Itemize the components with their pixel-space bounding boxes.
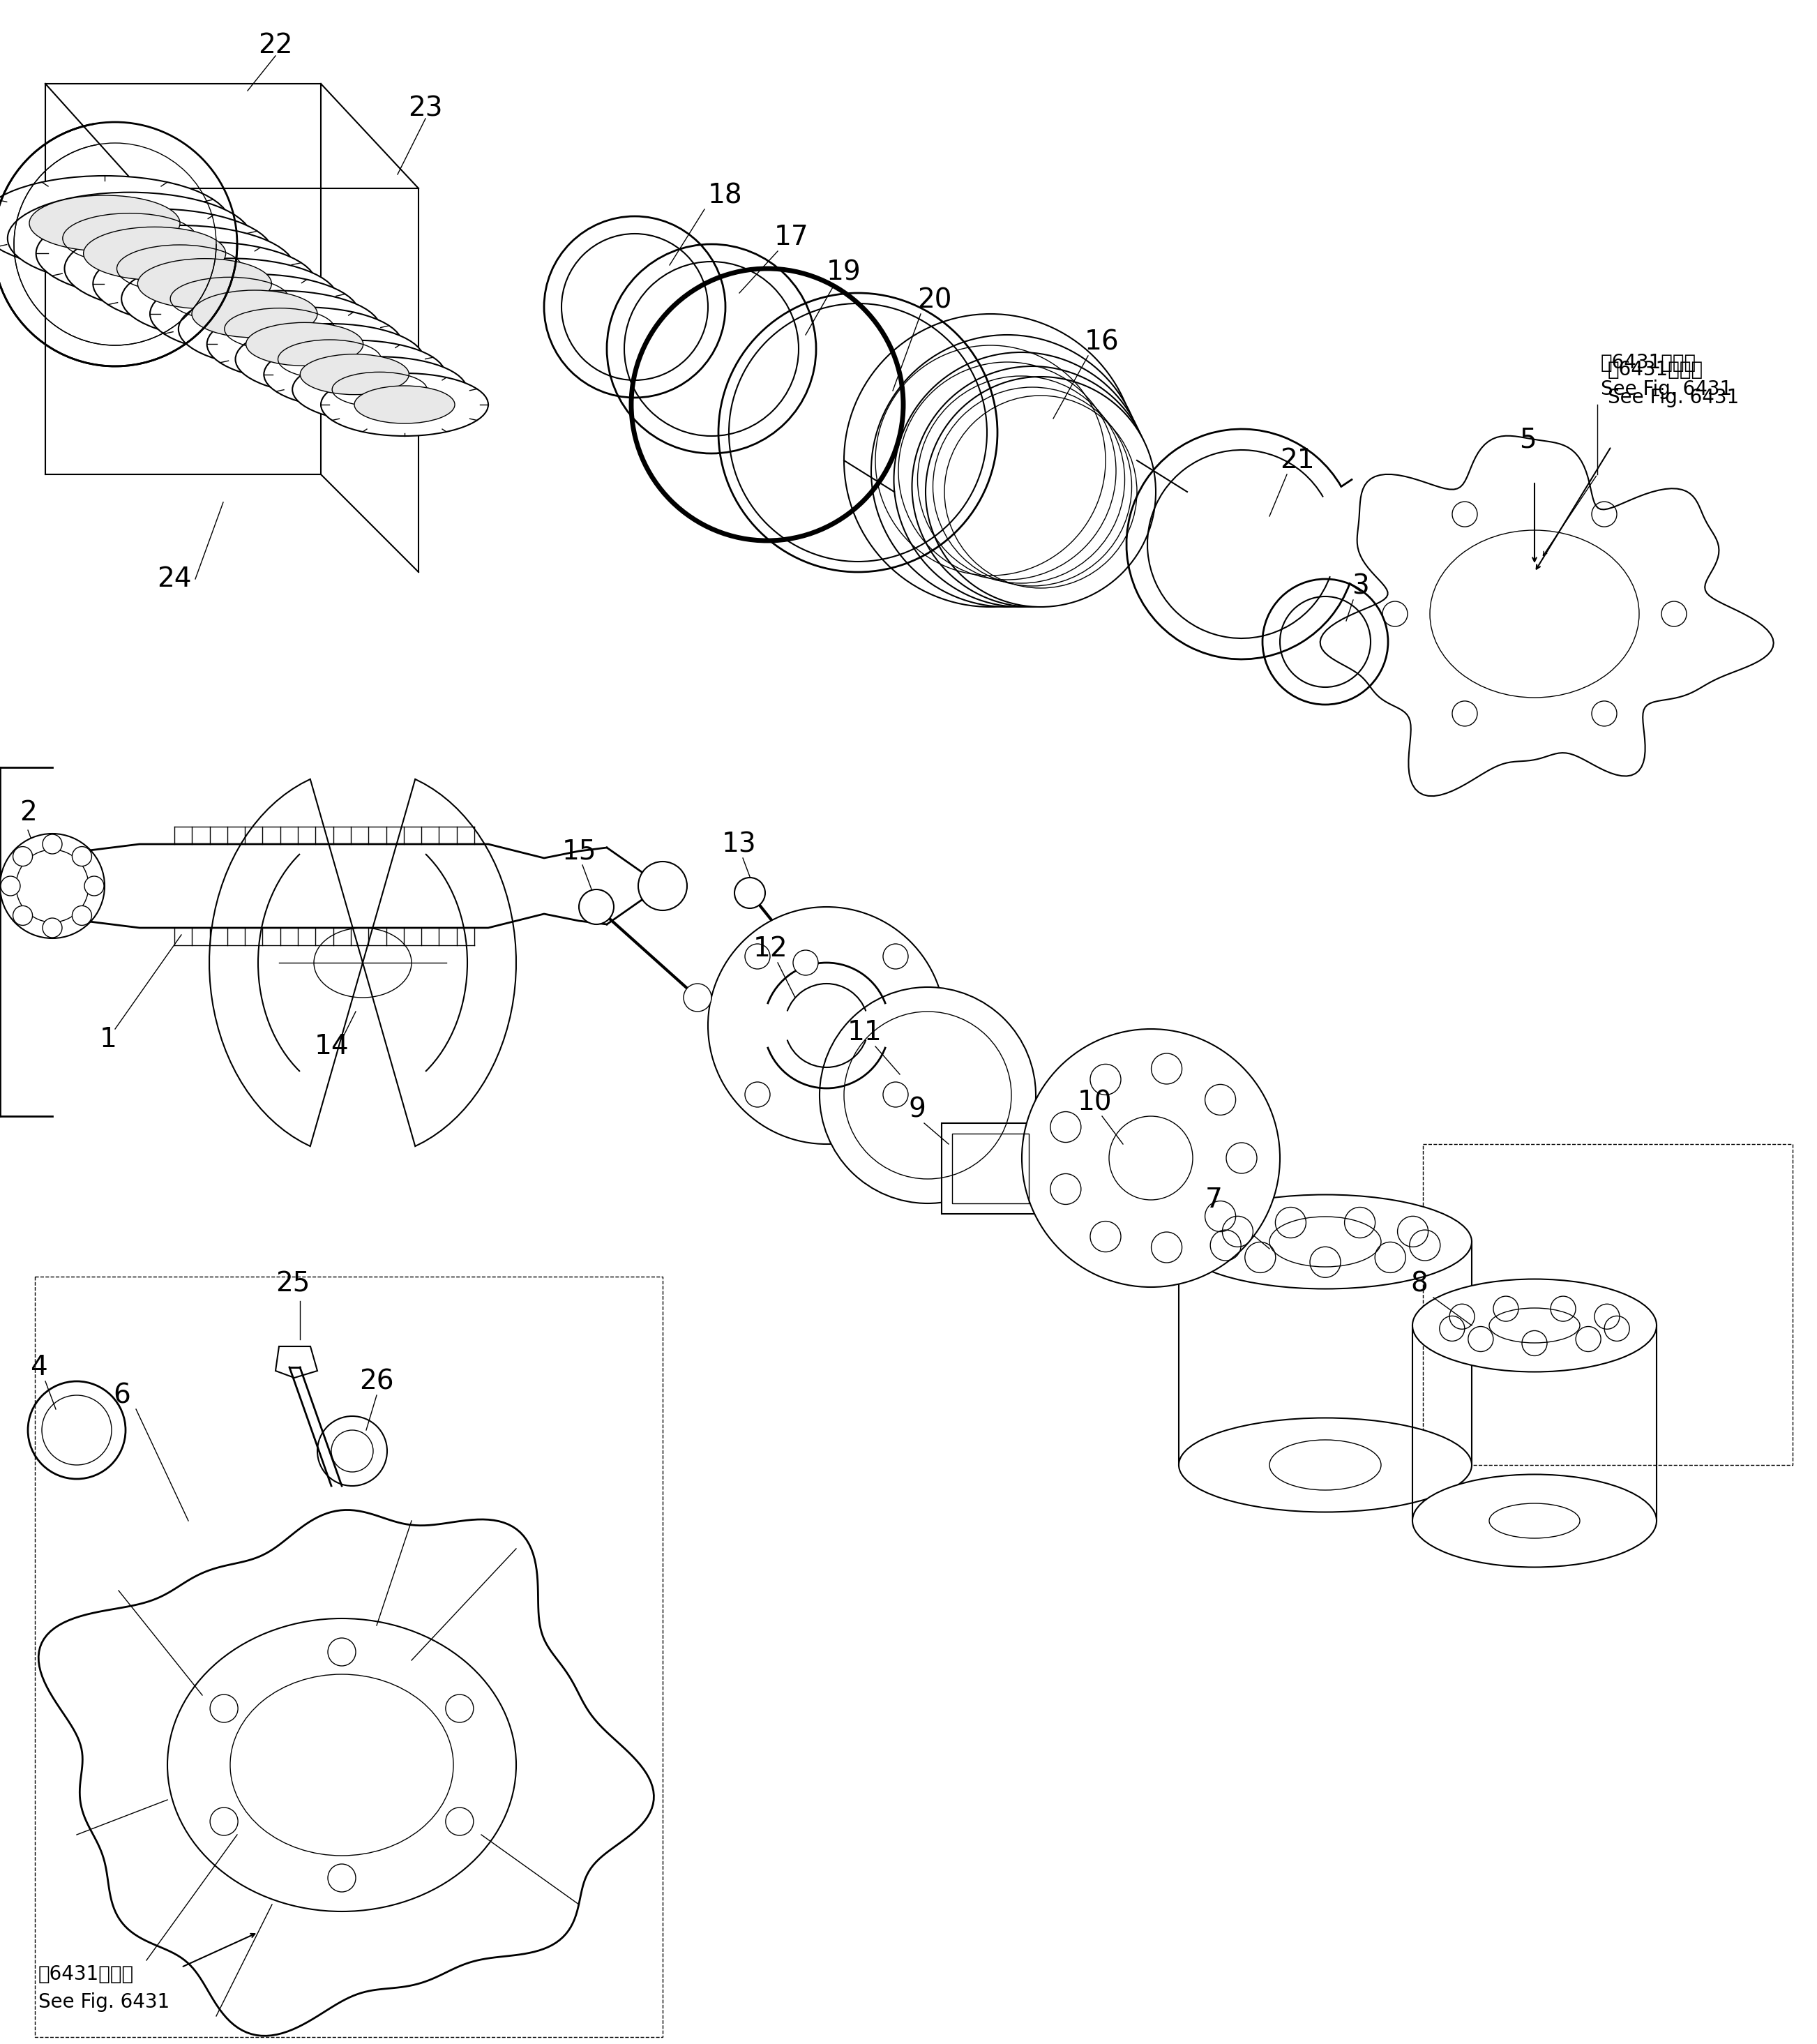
Ellipse shape bbox=[912, 366, 1152, 607]
Circle shape bbox=[42, 918, 62, 938]
Ellipse shape bbox=[1021, 1028, 1279, 1288]
Ellipse shape bbox=[1412, 1280, 1657, 1372]
Text: 15: 15 bbox=[561, 838, 596, 865]
Ellipse shape bbox=[207, 307, 402, 380]
Ellipse shape bbox=[638, 863, 687, 910]
Text: 11: 11 bbox=[847, 1020, 883, 1047]
Text: 6: 6 bbox=[113, 1382, 131, 1408]
Ellipse shape bbox=[734, 877, 765, 908]
Text: 5: 5 bbox=[1519, 427, 1535, 454]
Ellipse shape bbox=[193, 290, 318, 337]
Text: 9: 9 bbox=[908, 1096, 927, 1122]
Text: 2: 2 bbox=[20, 799, 36, 826]
Ellipse shape bbox=[322, 374, 489, 435]
Ellipse shape bbox=[36, 208, 273, 298]
Ellipse shape bbox=[0, 176, 231, 270]
Text: 第6431図参照: 第6431図参照 bbox=[1601, 354, 1697, 372]
Text: See Fig. 6431: See Fig. 6431 bbox=[38, 1993, 169, 2011]
Ellipse shape bbox=[709, 908, 945, 1145]
Circle shape bbox=[0, 877, 20, 895]
Circle shape bbox=[84, 877, 104, 895]
Ellipse shape bbox=[792, 950, 818, 975]
Ellipse shape bbox=[151, 274, 360, 354]
Ellipse shape bbox=[925, 376, 1156, 607]
Ellipse shape bbox=[138, 260, 271, 309]
Text: 8: 8 bbox=[1410, 1271, 1428, 1296]
Polygon shape bbox=[1321, 435, 1773, 795]
Text: 23: 23 bbox=[409, 94, 443, 121]
Ellipse shape bbox=[1179, 1194, 1472, 1290]
Circle shape bbox=[13, 846, 33, 867]
Text: 7: 7 bbox=[1205, 1188, 1223, 1214]
Bar bbox=[941, 1122, 1039, 1214]
Ellipse shape bbox=[870, 335, 1143, 607]
Text: 17: 17 bbox=[774, 225, 809, 251]
Ellipse shape bbox=[580, 889, 614, 924]
Ellipse shape bbox=[245, 323, 363, 366]
Ellipse shape bbox=[178, 290, 382, 368]
Text: 18: 18 bbox=[709, 182, 743, 208]
Text: 第6431図参照: 第6431図参照 bbox=[1608, 360, 1703, 380]
Text: 25: 25 bbox=[276, 1271, 311, 1296]
Text: 22: 22 bbox=[258, 33, 293, 59]
Text: 21: 21 bbox=[1279, 448, 1316, 474]
Ellipse shape bbox=[263, 339, 445, 409]
Ellipse shape bbox=[354, 386, 454, 423]
Bar bbox=[952, 1134, 1028, 1204]
Text: See Fig. 6431: See Fig. 6431 bbox=[1601, 380, 1732, 399]
Ellipse shape bbox=[300, 354, 409, 394]
Circle shape bbox=[73, 846, 91, 867]
Polygon shape bbox=[276, 1347, 318, 1378]
Ellipse shape bbox=[819, 987, 1036, 1204]
Text: 13: 13 bbox=[721, 830, 756, 856]
Ellipse shape bbox=[683, 983, 712, 1012]
Text: 26: 26 bbox=[360, 1367, 394, 1394]
Text: 10: 10 bbox=[1077, 1089, 1112, 1116]
Ellipse shape bbox=[843, 315, 1137, 607]
Text: 第6431図参照: 第6431図参照 bbox=[38, 1964, 134, 1985]
Circle shape bbox=[13, 905, 33, 926]
Text: 1: 1 bbox=[100, 1026, 116, 1053]
Ellipse shape bbox=[84, 227, 225, 280]
Ellipse shape bbox=[0, 834, 105, 938]
Ellipse shape bbox=[65, 225, 294, 313]
Text: 12: 12 bbox=[754, 936, 789, 963]
Text: 20: 20 bbox=[918, 286, 952, 313]
Text: 3: 3 bbox=[1352, 572, 1368, 599]
Text: 19: 19 bbox=[827, 260, 861, 286]
Text: 14: 14 bbox=[314, 1032, 349, 1059]
Polygon shape bbox=[38, 1511, 654, 2036]
Polygon shape bbox=[209, 779, 516, 1147]
Ellipse shape bbox=[236, 323, 423, 394]
Circle shape bbox=[42, 834, 62, 854]
Ellipse shape bbox=[293, 358, 467, 423]
Text: See Fig. 6431: See Fig. 6431 bbox=[1608, 388, 1739, 407]
Ellipse shape bbox=[1412, 1474, 1657, 1568]
Ellipse shape bbox=[1179, 1419, 1472, 1513]
Ellipse shape bbox=[894, 352, 1148, 607]
Text: 24: 24 bbox=[156, 566, 191, 593]
Ellipse shape bbox=[122, 258, 338, 339]
Ellipse shape bbox=[29, 196, 180, 251]
Ellipse shape bbox=[93, 241, 316, 325]
Ellipse shape bbox=[7, 192, 253, 284]
Text: 4: 4 bbox=[29, 1353, 47, 1380]
Text: 16: 16 bbox=[1085, 329, 1119, 356]
Circle shape bbox=[73, 905, 91, 926]
